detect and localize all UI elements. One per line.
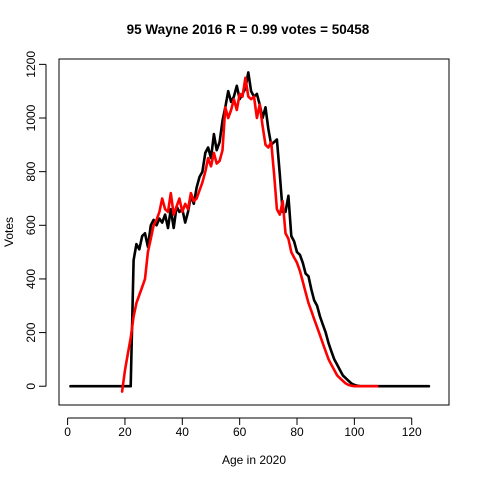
chart-title: 95 Wayne 2016 R = 0.99 votes = 50458 xyxy=(127,22,370,37)
y-tick-label: 600 xyxy=(24,215,38,235)
y-tick-label: 1000 xyxy=(24,104,38,131)
y-tick-label: 200 xyxy=(24,322,38,342)
x-tick-label: 60 xyxy=(233,425,247,439)
x-tick-label: 0 xyxy=(64,425,71,439)
x-axis-label: Age in 2020 xyxy=(222,453,286,467)
x-tick-label: 20 xyxy=(118,425,132,439)
y-tick-label: 0 xyxy=(24,383,38,390)
plot-frame xyxy=(58,58,450,406)
series-line-model xyxy=(120,76,379,393)
y-axis: 0 200 400 600 800 1000 1200 xyxy=(24,51,47,390)
y-tick-label: 400 xyxy=(24,269,38,289)
y-axis-label: Votes xyxy=(2,217,16,247)
series-line-actual xyxy=(69,71,431,388)
x-tick-label: 40 xyxy=(176,425,190,439)
x-tick-label: 80 xyxy=(290,425,304,439)
series-layer xyxy=(69,71,431,393)
y-tick-label: 800 xyxy=(24,161,38,181)
x-tick-label: 120 xyxy=(402,425,422,439)
x-axis: 0 20 40 60 80 100 120 xyxy=(64,417,422,439)
y-tick-label: 1200 xyxy=(24,51,38,78)
x-tick-label: 100 xyxy=(344,425,364,439)
